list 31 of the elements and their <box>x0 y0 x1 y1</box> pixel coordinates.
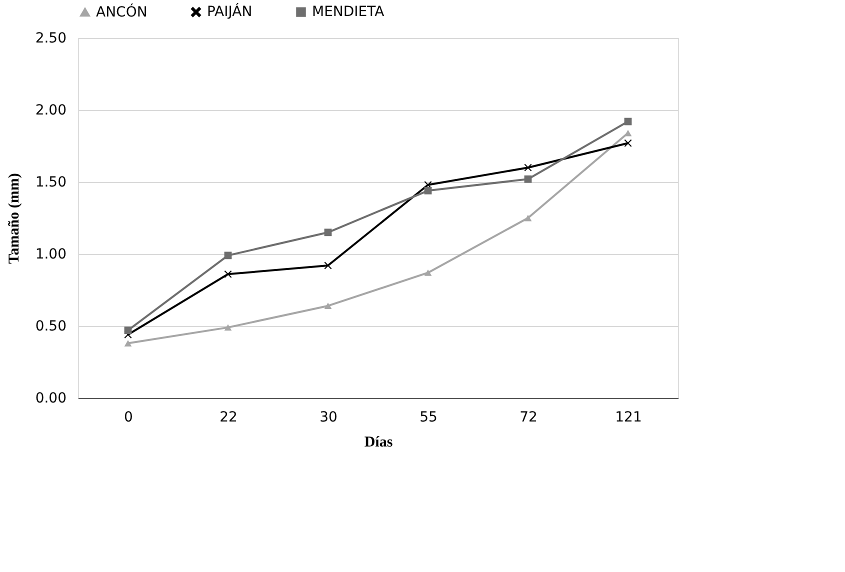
y-tick-label: 2.00 <box>35 102 66 118</box>
point <box>424 186 432 194</box>
point <box>524 214 532 222</box>
legend-label: MENDIETA <box>312 4 385 20</box>
y-tick-label: 1.50 <box>35 174 66 190</box>
x-tick-label: 55 <box>420 410 438 426</box>
point <box>224 270 232 278</box>
point <box>124 340 132 346</box>
point <box>324 262 332 270</box>
x-axis-title: Días <box>364 434 393 450</box>
legend-label: ANCÓN <box>96 3 148 20</box>
x-tick-label: 0 <box>124 410 133 426</box>
x-tick-label: 121 <box>615 410 642 426</box>
legend-label: PAIJÁN <box>207 3 252 20</box>
point <box>324 302 332 310</box>
point <box>124 326 132 334</box>
x-tick-label: 72 <box>520 410 538 426</box>
y-tick-label: 0.50 <box>35 318 66 334</box>
y-tick-label: 1.00 <box>35 246 66 262</box>
x-tick-label: 22 <box>220 410 238 426</box>
point <box>524 175 532 183</box>
y-tick-label: 0.00 <box>35 390 66 406</box>
point <box>224 252 232 260</box>
point <box>624 139 632 147</box>
point <box>424 270 432 276</box>
y-axis-title: Tamaño (mm) <box>6 173 22 264</box>
point <box>224 324 232 331</box>
x-tick-label: 30 <box>320 410 338 426</box>
point <box>324 228 332 236</box>
point <box>524 164 532 172</box>
y-tick-label: 2.50 <box>35 30 66 46</box>
